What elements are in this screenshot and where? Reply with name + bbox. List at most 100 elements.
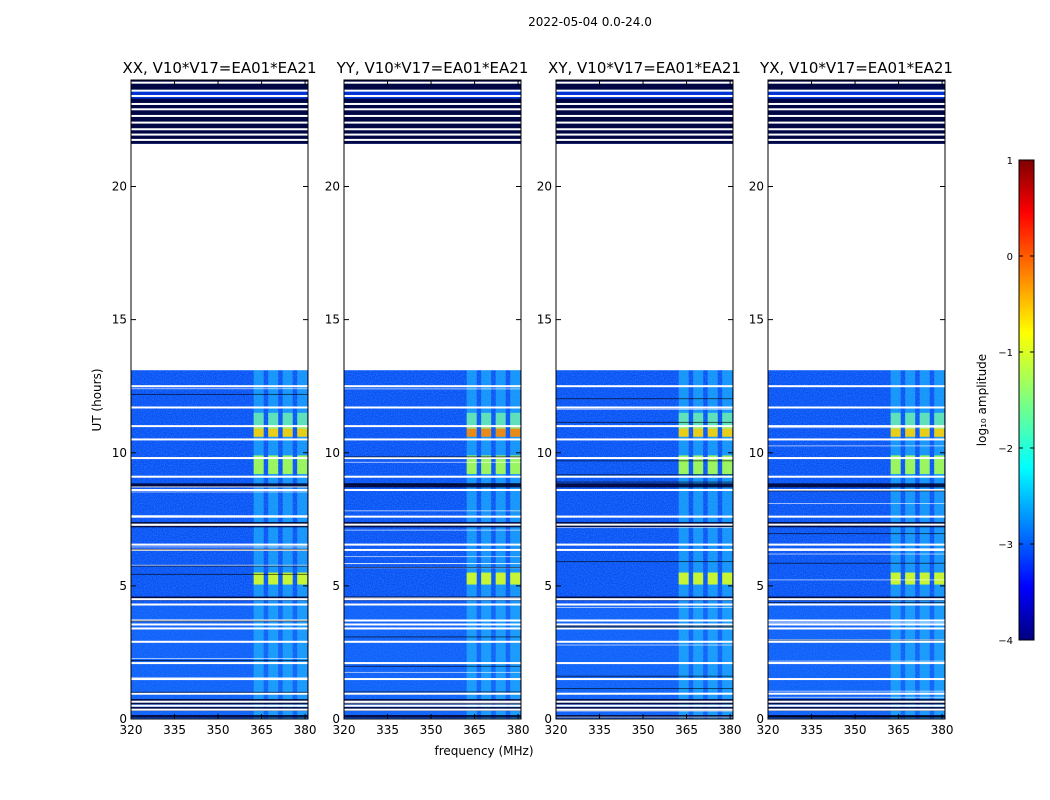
flagged-row: [556, 527, 733, 529]
flagged-row: [768, 457, 945, 460]
flagged-row: [556, 460, 733, 462]
flagged-row: [344, 556, 521, 558]
y-tick-label: 15: [749, 313, 764, 327]
flagged-row: [768, 489, 945, 492]
flagged-row: [131, 658, 308, 660]
figure-suptitle: 2022-05-04 0.0-24.0: [528, 15, 652, 29]
flagged-row: [768, 427, 945, 429]
rfi-burst: [905, 572, 916, 585]
flagged-row: [768, 425, 945, 428]
flagged-row: [556, 121, 733, 124]
x-tick-label: 320: [120, 723, 143, 737]
dark-band: [131, 80, 308, 91]
flagged-row: [556, 662, 733, 665]
rfi-burst: [934, 572, 945, 585]
flagged-row: [556, 710, 733, 712]
y-tick-label: 20: [749, 180, 764, 194]
flagged-row: [131, 385, 308, 388]
rfi-burst: [268, 572, 279, 585]
x-tick-label: 380: [507, 723, 530, 737]
flagged-row: [131, 623, 308, 626]
flagged-row: [344, 567, 521, 569]
flagged-row: [131, 393, 308, 395]
flagged-row: [768, 406, 945, 409]
flagged-row: [131, 564, 308, 566]
flagged-row: [131, 691, 308, 693]
flagged-row: [556, 548, 733, 551]
rfi-burst: [678, 572, 689, 585]
flagged-row: [556, 89, 733, 92]
flagged-row: [556, 108, 733, 111]
y-tick-label: 0: [544, 712, 552, 726]
flagged-row: [768, 708, 945, 711]
flagged-row: [768, 138, 945, 141]
x-tick-label: 365: [887, 723, 910, 737]
flagged-row: [556, 700, 733, 703]
x-tick-label: 335: [800, 723, 823, 737]
flagged-row: [556, 425, 733, 428]
flagged-row: [768, 639, 945, 641]
x-tick-label: 380: [931, 723, 954, 737]
flagged-row: [344, 138, 521, 141]
rfi-burst: [934, 412, 945, 429]
flagged-row: [344, 89, 521, 92]
flagged-row: [131, 121, 308, 124]
flagged-row: [556, 678, 733, 681]
flagged-row: [768, 603, 945, 606]
flagged-row: [344, 114, 521, 117]
rfi-burst: [919, 412, 930, 429]
rfi-burst: [466, 455, 477, 475]
flagged-row: [131, 627, 308, 630]
flagged-row: [768, 579, 945, 581]
flagged-row: [131, 692, 308, 695]
flagged-row: [768, 102, 945, 105]
rfi-burst: [707, 412, 718, 429]
flagged-row: [768, 438, 945, 441]
rfi-burst: [253, 412, 264, 429]
flagged-row: [768, 692, 945, 695]
flagged-row: [131, 425, 308, 428]
rfi-burst: [481, 412, 492, 429]
colorbar-tick-label: 0: [1007, 252, 1013, 263]
x-tick-label: 320: [757, 723, 780, 737]
flagged-row: [768, 89, 945, 92]
panel-4: YX, V10*V17=EA01*EA21 320 335 350 365 380 0 5 10…: [749, 59, 954, 737]
panel-title: YY, V10*V17=EA01*EA21: [336, 59, 529, 77]
dark-band: [768, 98, 945, 144]
flagged-row: [768, 114, 945, 117]
flagged-row: [556, 619, 733, 622]
flagged-row: [344, 406, 521, 409]
flagged-row: [344, 702, 521, 704]
flagged-row: [344, 708, 521, 711]
flagged-row: [344, 704, 521, 707]
flagged-row: [131, 523, 308, 526]
data-gap: [556, 143, 733, 371]
colorbar-tick-label: −2: [998, 444, 1013, 455]
y-tick-label: 0: [119, 712, 127, 726]
flagged-row: [556, 114, 733, 117]
rfi-burst: [297, 426, 308, 437]
y-tick-label: 10: [325, 446, 340, 460]
rfi-burst: [693, 412, 704, 429]
flagged-row: [768, 660, 945, 662]
flagged-row: [131, 708, 308, 711]
flagged-row: [131, 573, 308, 575]
flagged-row: [131, 677, 308, 679]
x-tick-label: 350: [420, 723, 443, 737]
flagged-row: [344, 515, 521, 518]
flagged-row: [556, 138, 733, 141]
flagged-row: [344, 623, 521, 626]
flagged-row: [131, 514, 308, 516]
flagged-row: [768, 623, 945, 626]
x-tick-label: 350: [844, 723, 867, 737]
y-tick-label: 15: [537, 313, 552, 327]
x-tick-label: 320: [545, 723, 568, 737]
rfi-burst: [678, 426, 689, 437]
y-axis-label: UT (hours): [90, 368, 104, 431]
flagged-row: [556, 438, 733, 441]
flagged-row: [344, 475, 521, 478]
flagged-row: [344, 121, 521, 124]
flagged-row: [344, 603, 521, 606]
flagged-row: [131, 388, 308, 390]
